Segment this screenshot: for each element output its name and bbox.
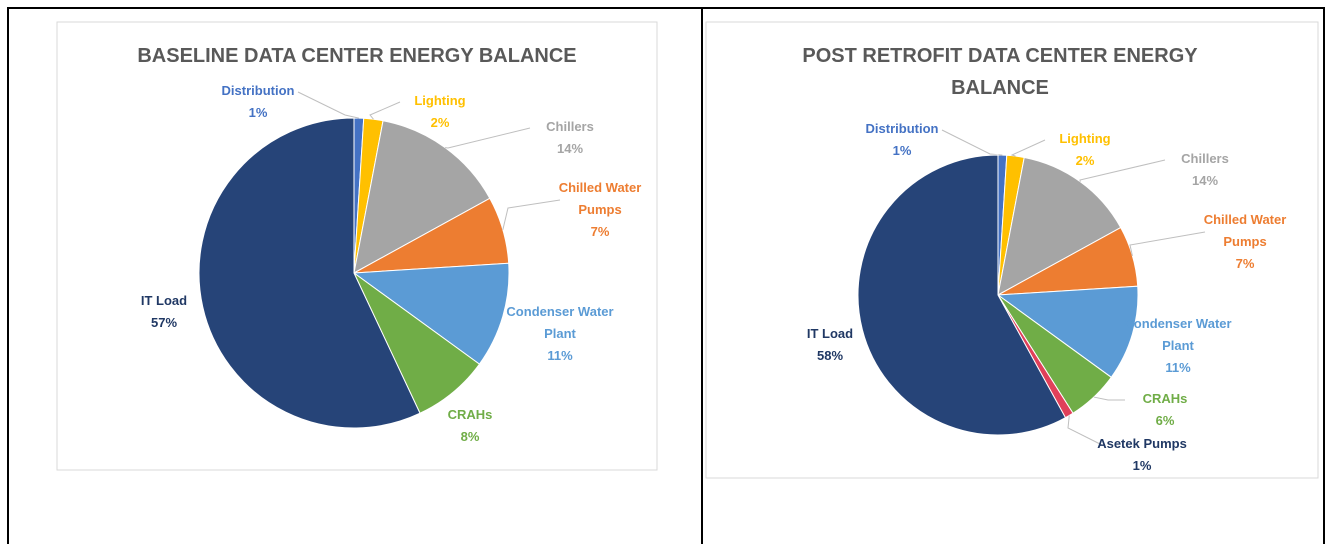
- data-label: Chilled Water Pumps 7%: [545, 177, 655, 243]
- slice-value: 7%: [1235, 256, 1255, 271]
- slice-value: 14%: [556, 141, 584, 156]
- pie-slice: [996, 285, 1139, 378]
- slice-name: IT Load: [140, 293, 188, 308]
- data-label: Condenser Water Plant 11%: [1123, 313, 1233, 379]
- slice-name: IT Load: [806, 326, 854, 341]
- slice-value: 1%: [248, 105, 268, 120]
- chart-title: BASELINE DATA CENTER ENERGY BALANCE: [137, 45, 577, 67]
- pie-slice: [997, 156, 1122, 296]
- slice-name: CRAHs: [447, 407, 493, 422]
- data-label: IT Load 58%: [785, 323, 875, 367]
- leader-line: [1067, 415, 1103, 446]
- slice-value: 58%: [816, 348, 844, 363]
- slice-value: 14%: [1191, 173, 1219, 188]
- data-label: Asetek Pumps 1%: [1087, 433, 1197, 477]
- slice-value: 7%: [590, 224, 610, 239]
- leader-line: [369, 101, 401, 120]
- slice-value: 11%: [1165, 360, 1191, 375]
- slice-name: Chillers: [1181, 151, 1229, 166]
- pie-slice: [352, 262, 510, 365]
- data-label: CRAHs 8%: [425, 404, 515, 448]
- slice-value: 11%: [547, 348, 573, 363]
- slice-name: Lighting: [414, 93, 466, 108]
- slice-name: Asetek Pumps: [1097, 436, 1187, 451]
- data-label: CRAHs 6%: [1120, 388, 1210, 432]
- data-label: Chillers 14%: [1160, 148, 1250, 192]
- data-label: Chillers 14%: [525, 116, 615, 160]
- data-label: Chilled Water Pumps 7%: [1190, 209, 1300, 275]
- slice-name: Distribution: [221, 83, 295, 98]
- slice-name: Condenser Water Plant: [506, 304, 614, 341]
- slice-value: 1%: [1132, 458, 1152, 473]
- slice-value: 2%: [1075, 153, 1095, 168]
- slice-value: 2%: [430, 115, 450, 130]
- leader-line: [502, 199, 561, 230]
- data-label: Distribution 1%: [847, 118, 957, 162]
- data-label: Distribution 1%: [203, 80, 313, 124]
- table-border: [7, 7, 1325, 544]
- slice-name: Chilled Water Pumps: [558, 180, 642, 217]
- chart-title: POST RETROFIT DATA CENTER ENERGY BALANCE: [802, 45, 1198, 99]
- leader-line: [1010, 139, 1046, 157]
- slice-name: Distribution: [865, 121, 939, 136]
- pie-slice: [198, 117, 421, 429]
- slice-name: CRAHs: [1142, 391, 1188, 406]
- leader-line: [1093, 396, 1125, 401]
- slice-name: Lighting: [1059, 131, 1111, 146]
- data-label: Lighting 2%: [395, 90, 485, 134]
- data-label: Condenser Water Plant 11%: [505, 301, 615, 367]
- slice-name: Chilled Water Pumps: [1203, 212, 1287, 249]
- data-label: IT Load 57%: [119, 290, 209, 334]
- slice-value: 57%: [150, 315, 178, 330]
- leader-line: [297, 91, 359, 119]
- slice-name: Chillers: [546, 119, 594, 134]
- data-label: Lighting 2%: [1040, 128, 1130, 172]
- slice-value: 8%: [460, 429, 480, 444]
- pie-slice: [857, 154, 1067, 436]
- leader-line: [445, 127, 531, 149]
- leader-line: [1129, 231, 1206, 257]
- slice-name: Condenser Water Plant: [1124, 316, 1232, 353]
- leader-line: [1079, 159, 1166, 182]
- slice-value: 1%: [892, 143, 912, 158]
- slice-value: 6%: [1155, 413, 1175, 428]
